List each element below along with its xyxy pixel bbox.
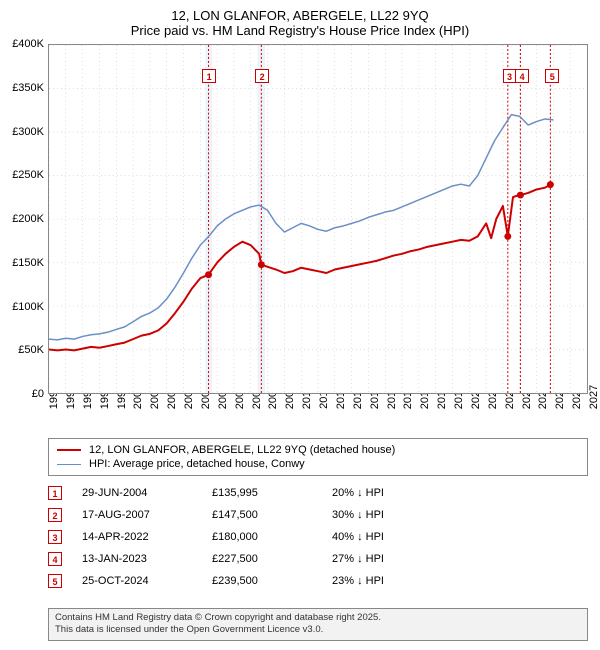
sale-row: 4 13-JAN-2023£227,50027% ↓ HPI [48,548,588,570]
legend-row: 12, LON GLANFOR, ABERGELE, LL22 9YQ (det… [57,443,579,457]
y-tick-label: £300K [12,126,44,138]
sale-diff: 30% ↓ HPI [332,509,462,521]
y-tick-label: £0 [32,388,44,400]
sale-row: 1 29-JUN-2004£135,99520% ↓ HPI [48,482,588,504]
sale-marker: 3 [48,530,62,544]
y-tick-label: £50K [18,344,44,356]
legend-swatch [57,449,81,451]
flag-marker: 4 [515,69,529,83]
sale-row: 2 17-AUG-2007£147,50030% ↓ HPI [48,504,588,526]
footer-line1: Contains HM Land Registry data © Crown c… [55,612,581,624]
legend-label: HPI: Average price, detached house, Conw… [89,458,305,470]
sale-marker: 1 [48,486,62,500]
title-address: 12, LON GLANFOR, ABERGELE, LL22 9YQ [0,8,600,23]
legend-label: 12, LON GLANFOR, ABERGELE, LL22 9YQ (det… [89,444,395,456]
y-tick-label: £100K [12,301,44,313]
sale-marker: 2 [48,508,62,522]
sale-price: £239,500 [212,575,332,587]
legend: 12, LON GLANFOR, ABERGELE, LL22 9YQ (det… [48,438,588,476]
legend-row: HPI: Average price, detached house, Conw… [57,457,579,471]
x-tick-label: 2027 [588,385,600,409]
sale-diff: 27% ↓ HPI [332,553,462,565]
title-block: 12, LON GLANFOR, ABERGELE, LL22 9YQ Pric… [0,0,600,42]
chart-plot-area: 12345 [48,44,588,394]
sale-price: £147,500 [212,509,332,521]
sales-table: 1 29-JUN-2004£135,99520% ↓ HPI 2 17-AUG-200… [48,482,588,592]
sale-date: 13-JAN-2023 [82,553,212,565]
flag-marker: 5 [545,69,559,83]
sale-date: 17-AUG-2007 [82,509,212,521]
sale-marker: 5 [48,574,62,588]
y-tick-label: £350K [12,82,44,94]
footer-attribution: Contains HM Land Registry data © Crown c… [48,608,588,641]
y-tick-label: £400K [12,38,44,50]
sale-marker: 4 [48,552,62,566]
sale-row: 3 14-APR-2022£180,00040% ↓ HPI [48,526,588,548]
legend-swatch [57,464,81,465]
footer-line2: This data is licensed under the Open Gov… [55,624,581,636]
sale-price: £227,500 [212,553,332,565]
chart-container: 12, LON GLANFOR, ABERGELE, LL22 9YQ Pric… [0,0,600,650]
y-tick-label: £200K [12,213,44,225]
sale-date: 29-JUN-2004 [82,487,212,499]
sale-diff: 20% ↓ HPI [332,487,462,499]
flag-marker: 2 [255,69,269,83]
flag-marker: 1 [202,69,216,83]
sale-price: £135,995 [212,487,332,499]
y-tick-label: £250K [12,169,44,181]
sale-row: 5 25-OCT-2024£239,50023% ↓ HPI [48,570,588,592]
sale-date: 25-OCT-2024 [82,575,212,587]
title-subtitle: Price paid vs. HM Land Registry's House … [0,23,600,38]
chart-svg [49,45,587,393]
sale-date: 14-APR-2022 [82,531,212,543]
y-tick-label: £150K [12,257,44,269]
sale-price: £180,000 [212,531,332,543]
sale-diff: 23% ↓ HPI [332,575,462,587]
sale-diff: 40% ↓ HPI [332,531,462,543]
